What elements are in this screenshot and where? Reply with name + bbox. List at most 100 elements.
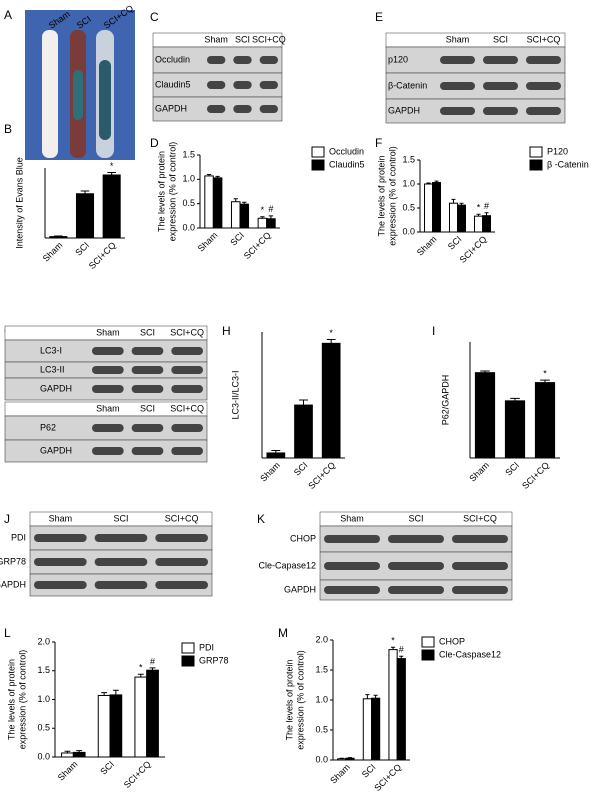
y-axis-label: expression (% of control): [295, 650, 305, 750]
y-axis-label: expression (% of control): [167, 142, 177, 242]
y-axis-label: expression (% of control): [17, 650, 27, 750]
bar: [294, 404, 313, 459]
x-tick-label: Sham: [415, 234, 439, 258]
row-label: GRP78: [0, 556, 26, 566]
x-tick-label: SCI: [503, 460, 521, 478]
y-tick-label: 0.0: [402, 226, 415, 236]
x-tick-label: SCI: [228, 230, 246, 248]
blot-band: [171, 447, 203, 455]
lane-label: SCI: [493, 34, 508, 44]
bar: [266, 218, 276, 229]
legend-label: GRP78: [199, 655, 229, 665]
x-tick-label: SCI: [446, 234, 464, 252]
annotation: #: [484, 201, 489, 211]
row-label: LC3-I: [40, 345, 62, 355]
error-bar: [347, 757, 352, 759]
panel-letter: I: [432, 324, 435, 338]
blot-band: [34, 581, 87, 589]
error-bar: [484, 212, 489, 216]
bar: [474, 215, 483, 233]
x-tick-label: SCI: [360, 762, 378, 780]
blot-band: [324, 586, 380, 594]
bar: [61, 752, 74, 758]
lane-label: Sham: [204, 34, 228, 44]
blot-band: [131, 347, 164, 355]
error-bar: [112, 689, 119, 695]
x-tick-label: SCI+CQ: [306, 460, 337, 491]
error-bar: [399, 655, 404, 659]
error-bar: [459, 202, 464, 206]
error-bar: [434, 180, 439, 183]
blot-band: [259, 105, 278, 113]
legend-swatch: [311, 146, 325, 158]
bar: [72, 751, 86, 758]
error-bar: [242, 201, 247, 205]
panel-letter: D: [150, 136, 159, 150]
y-axis-label: The levels of protein: [6, 659, 16, 740]
bar: [449, 202, 458, 233]
annotation: *: [110, 161, 114, 171]
blot-band: [526, 56, 561, 64]
error-bar: [476, 213, 481, 217]
error-bar: [206, 173, 212, 176]
legend-swatch: [181, 642, 195, 654]
blot-band: [131, 385, 164, 393]
panel-letter: E: [375, 10, 383, 24]
bar: [424, 183, 433, 233]
blot-band: [452, 535, 508, 543]
y-tick-label: 0.0: [315, 754, 328, 764]
annotation: *: [543, 368, 547, 378]
x-tick-label: SCI+CQ: [87, 240, 118, 271]
annotation: #: [268, 204, 273, 214]
y-axis-label: LC3-II/LC3-I: [230, 370, 240, 419]
bar: [109, 694, 123, 758]
blot-band: [233, 56, 252, 64]
panel-letter: H: [222, 324, 231, 338]
x-tick-label: Sham: [258, 460, 282, 484]
error-bar: [64, 750, 71, 753]
blot-band: [388, 562, 444, 570]
blot-band: [94, 581, 148, 589]
annotation: *: [391, 636, 395, 646]
blot-band: [324, 562, 380, 570]
y-tick-label: 0.0: [182, 222, 195, 232]
lane-label: SCI: [113, 513, 128, 523]
y-tick-label: 0.5: [182, 198, 195, 208]
blot-band: [440, 56, 475, 64]
blot-band: [483, 107, 518, 115]
bar: [457, 204, 466, 233]
x-tick-label: SCI+CQ: [458, 234, 489, 265]
y-tick-label: 1.0: [182, 174, 195, 184]
blot-band: [131, 424, 164, 432]
error-bar: [54, 235, 63, 237]
row-label: PDI: [11, 532, 26, 542]
bar: [146, 669, 159, 758]
blot-band: [34, 534, 87, 542]
blot-band: [324, 535, 380, 543]
y-tick-label: 0.5: [315, 724, 328, 734]
x-tick-label: SCI+CQ: [242, 230, 273, 261]
error-bar: [326, 339, 336, 344]
x-tick-label: Sham: [196, 230, 220, 254]
blot-band: [207, 105, 226, 113]
error-bar: [137, 673, 144, 678]
blot-band: [92, 424, 124, 432]
lane-label: SCI+CQ: [165, 513, 199, 523]
annotation: *: [261, 205, 265, 215]
annotation: #: [150, 656, 155, 666]
blot-band: [171, 424, 203, 432]
blot-band: [92, 385, 124, 393]
blot-band: [171, 366, 203, 374]
legend-swatch: [529, 146, 543, 158]
error-bar: [271, 449, 281, 453]
y-tick-label: 1.5: [182, 149, 195, 159]
error-bar: [451, 198, 456, 204]
bar: [212, 177, 223, 229]
lane-label: SCI+CQ: [463, 513, 497, 523]
bar: [337, 758, 347, 761]
bar: [504, 400, 526, 459]
error-bar: [233, 198, 238, 202]
blot-band: [92, 347, 124, 355]
annotation: #: [399, 645, 404, 655]
